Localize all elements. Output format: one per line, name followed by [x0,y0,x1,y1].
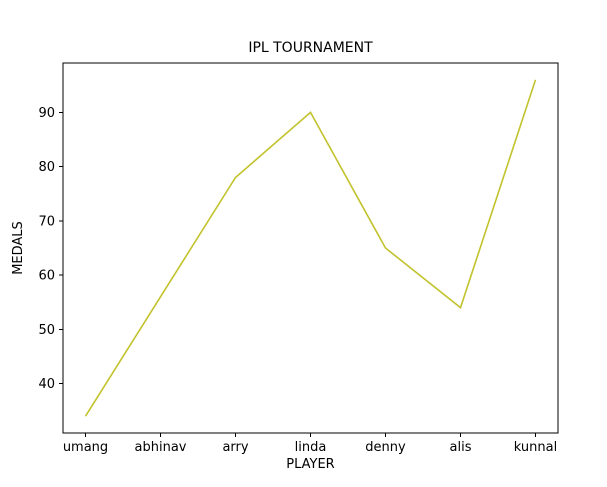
y-tick-label: 40 [38,377,55,392]
y-tick-label: 80 [38,160,55,175]
x-tick-label: linda [295,440,327,455]
data-series [84,79,537,417]
y-tick-label: 60 [38,269,55,284]
x-tick-label: umang [63,440,108,455]
data-line-medals [84,79,537,417]
plot-area-border [62,62,559,434]
x-tick-label: abhinav [135,440,187,455]
y-axis-ticks: 40 50 60 70 80 90 [38,106,63,392]
y-tick-label: 70 [38,214,55,229]
chart-title: IPL TOURNAMENT [248,40,373,56]
x-tick-label: kunnal [514,440,557,455]
y-axis-label: MEDALS [11,221,26,275]
y-tick-label: 50 [38,323,55,338]
x-axis-ticks: umang abhinav arry linda denny alis kunnal [63,433,557,455]
y-tick-label: 90 [38,106,55,121]
x-tick-label: arry [222,440,248,455]
x-axis-label: PLAYER [286,457,334,472]
x-tick-label: denny [365,440,406,455]
x-tick-label: alis [450,440,472,455]
